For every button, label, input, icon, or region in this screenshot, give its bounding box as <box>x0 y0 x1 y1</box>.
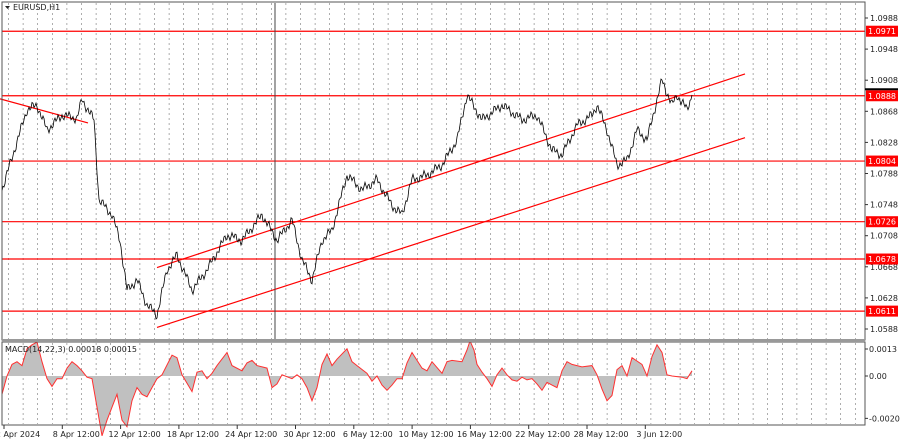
current-price-marker <box>865 88 898 91</box>
price-series-line <box>1 78 693 320</box>
time-tick-label: 18 Apr 12:00 <box>167 430 219 439</box>
level-lines <box>2 30 865 312</box>
level-label-bg <box>866 305 898 317</box>
price-axis: 1.0988 1.0948 1.0908 1.0868 1.0828 1.0788 1.07… <box>865 14 898 334</box>
price-tick-label: 1.0868 <box>870 107 898 116</box>
trend-lines <box>0 73 746 329</box>
level-label: 1.0726 <box>868 218 896 227</box>
level-label-bg <box>866 90 898 102</box>
macd-tick-label: 0.0013 <box>869 345 897 354</box>
time-tick-label: 12 Apr 12:00 <box>109 430 161 439</box>
level-label: 1.0971 <box>868 27 896 36</box>
time-tick-label: 6 May 12:00 <box>343 430 393 439</box>
level-label-bg <box>866 155 898 167</box>
macd-tick-label: -0.00204 <box>869 414 900 423</box>
price-tick-label: 1.0788 <box>870 170 898 179</box>
level-label: 1.0888 <box>868 92 896 101</box>
chart-title: EURUSD,H1 <box>13 3 60 12</box>
macd-title: MACD(14,22,3) 0.00018 0.00015 <box>5 345 137 354</box>
channel-lower-line <box>156 137 746 329</box>
price-tick-label: 1.0988 <box>870 14 898 23</box>
level-labels: 1.0971 1.0888 1.0804 1.0726 1.0678 1.0611 <box>865 25 898 317</box>
time-tick-label: 2 Apr 2024 <box>0 430 40 439</box>
macd-axis: 0.0013 0.00 -0.00204 <box>865 345 900 423</box>
macd-panel-marks <box>1 339 693 436</box>
price-tick-label: 1.0668 <box>870 263 898 272</box>
price-tick-label: 1.0908 <box>870 76 898 85</box>
time-axis: 2 Apr 2024 8 Apr 12:00 12 Apr 12:00 18 Apr … <box>0 425 682 439</box>
panel-separator[interactable] <box>2 339 865 342</box>
level-label: 1.0804 <box>868 157 896 166</box>
macd-histogram-area <box>2 340 692 436</box>
time-tick-label: 28 May 12:00 <box>574 430 629 439</box>
level-label-bg <box>866 25 898 37</box>
price-tick-label: 1.0708 <box>870 232 898 241</box>
chart-menu-triangle-icon[interactable] <box>5 6 10 9</box>
time-tick-label: 24 Apr 12:00 <box>225 430 277 439</box>
time-tick-label: 16 May 12:00 <box>457 430 512 439</box>
level-label-bg <box>866 216 898 228</box>
price-tick-label: 1.0748 <box>870 201 898 210</box>
time-tick-label: 30 Apr 12:00 <box>283 430 335 439</box>
time-tick-label: 22 May 12:00 <box>515 430 570 439</box>
time-tick-label: 3 Jun 12:00 <box>636 430 682 439</box>
price-tick-label: 1.0588 <box>870 325 898 334</box>
price-tick-label: 1.0628 <box>870 294 898 303</box>
price-tick-label: 1.0828 <box>870 138 898 147</box>
level-label-bg <box>866 253 898 265</box>
time-tick-label: 8 Apr 12:00 <box>53 430 100 439</box>
level-label: 1.0678 <box>868 255 896 264</box>
macd-tick-label: 0.00 <box>869 372 887 381</box>
price-tick-label: 1.0948 <box>870 45 898 54</box>
channel-upper-line <box>156 73 746 269</box>
level-label: 1.0611 <box>868 307 896 316</box>
time-tick-label: 10 May 12:00 <box>399 430 454 439</box>
